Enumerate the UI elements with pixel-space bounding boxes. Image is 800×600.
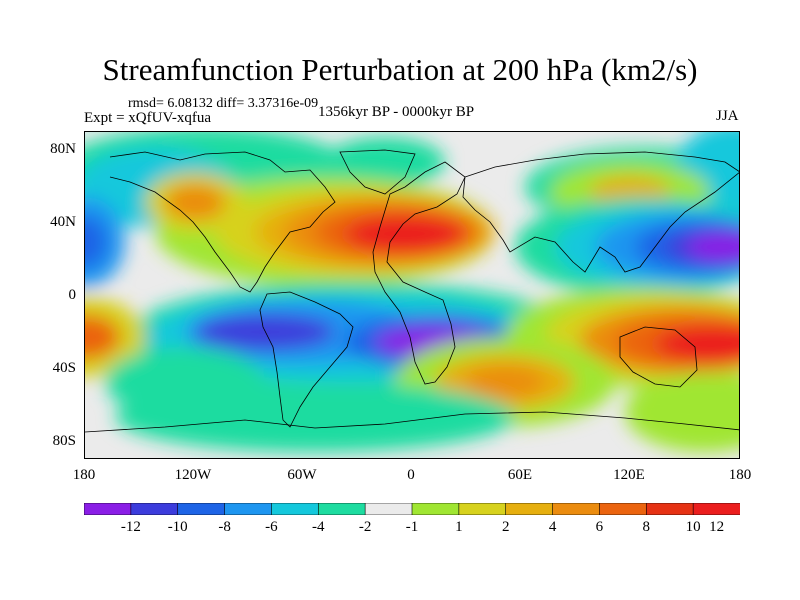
colorbar-swatch (458, 503, 507, 515)
colorbar-swatch (177, 503, 226, 515)
colorbar-label: -10 (167, 519, 188, 535)
colorbar-label: 8 (642, 519, 651, 535)
lon-label-180e: 180 (728, 467, 752, 483)
field-contour (345, 216, 465, 252)
lon-label-120w: 120W (174, 467, 212, 483)
colorbar-label: -8 (218, 519, 231, 535)
lon-label-60w: 60W (287, 467, 317, 483)
lat-label-80s: 80S (52, 433, 76, 449)
field-contour (325, 137, 445, 187)
colorbar-swatch (224, 503, 273, 515)
coastlines (85, 149, 739, 433)
field-contour (165, 184, 225, 220)
colorbar-label: -1 (405, 519, 419, 535)
period-label: 1356kyr BP - 0000kyr BP (318, 104, 475, 120)
colorbar-swatch (505, 503, 554, 515)
field-contour (85, 315, 120, 359)
season-label: JJA (716, 108, 739, 124)
lat-label-eq: 0 (68, 287, 77, 303)
lat-label-40s: 40S (52, 360, 76, 376)
colorbar (84, 503, 740, 515)
field-contour (85, 216, 107, 268)
colorbar-label: 4 (548, 519, 557, 535)
colorbar-label: -6 (265, 519, 278, 535)
colorbar-swatch (645, 503, 694, 515)
map-svg (85, 132, 739, 458)
field-contour (465, 367, 545, 397)
colorbar-swatch (317, 503, 366, 515)
colorbar-label: -12 (120, 519, 141, 535)
field-contour (625, 372, 739, 452)
colorbar-swatch (84, 503, 132, 515)
experiment-label: Expt = xQfUV-xqfua (84, 110, 212, 126)
streamfunction-map (84, 131, 740, 459)
lon-label-0: 0 (407, 467, 415, 483)
colorbar-swatch (599, 503, 648, 515)
colorbar-swatch (271, 503, 320, 515)
lon-label-120e: 120E (613, 467, 645, 483)
lon-label-60e: 60E (507, 467, 533, 483)
colorbar-swatch (552, 503, 601, 515)
colorbar-label: 1 (455, 519, 463, 535)
lon-label-180w: 180 (72, 467, 96, 483)
colorbar-label: -4 (312, 519, 325, 535)
colorbar-label: 12 (709, 519, 725, 535)
colorbar-swatch (411, 503, 460, 515)
colorbar-swatch (692, 503, 740, 515)
contour-field (85, 132, 739, 452)
plot-title: Streamfunction Perturbation at 200 hPa (… (102, 52, 698, 87)
colorbar-label: -2 (358, 519, 372, 535)
field-contour (105, 347, 265, 417)
colorbar-swatch (364, 503, 413, 515)
lat-label-40n: 40N (50, 214, 76, 230)
rmsd-diff-stats: rmsd= 6.08132 diff= 3.37316e-09 (128, 96, 319, 111)
colorbar-label: 6 (595, 519, 604, 535)
field-contour (687, 233, 739, 261)
colorbar-swatch (130, 503, 179, 515)
lat-label-80n: 80N (50, 141, 76, 157)
colorbar-label: 10 (685, 519, 701, 535)
colorbar-label: 2 (501, 519, 510, 535)
field-contour (655, 326, 739, 362)
field-contour (195, 314, 335, 350)
